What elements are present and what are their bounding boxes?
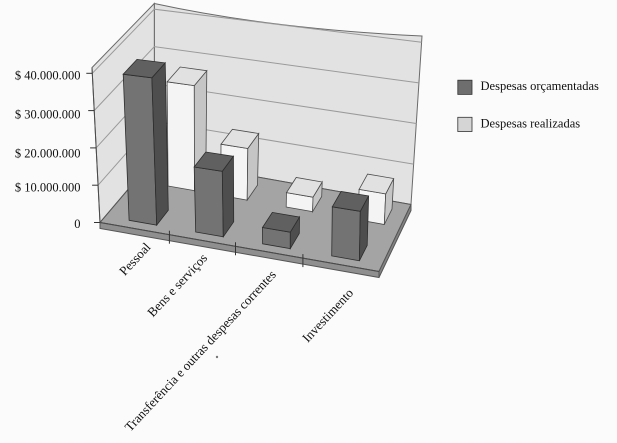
svg-text:0: 0 [74,217,80,231]
svg-text:$ 20.000.000: $ 20.000.000 [15,146,81,160]
svg-text:$ 30.000.000: $ 30.000.000 [15,108,81,122]
svg-text:Despesas realizadas: Despesas realizadas [481,117,581,131]
svg-text:$ 40.000.000: $ 40.000.000 [15,68,81,82]
svg-text:$ 10.000.000: $ 10.000.000 [15,181,81,195]
svg-text:Despesas orçamentadas: Despesas orçamentadas [481,79,599,93]
